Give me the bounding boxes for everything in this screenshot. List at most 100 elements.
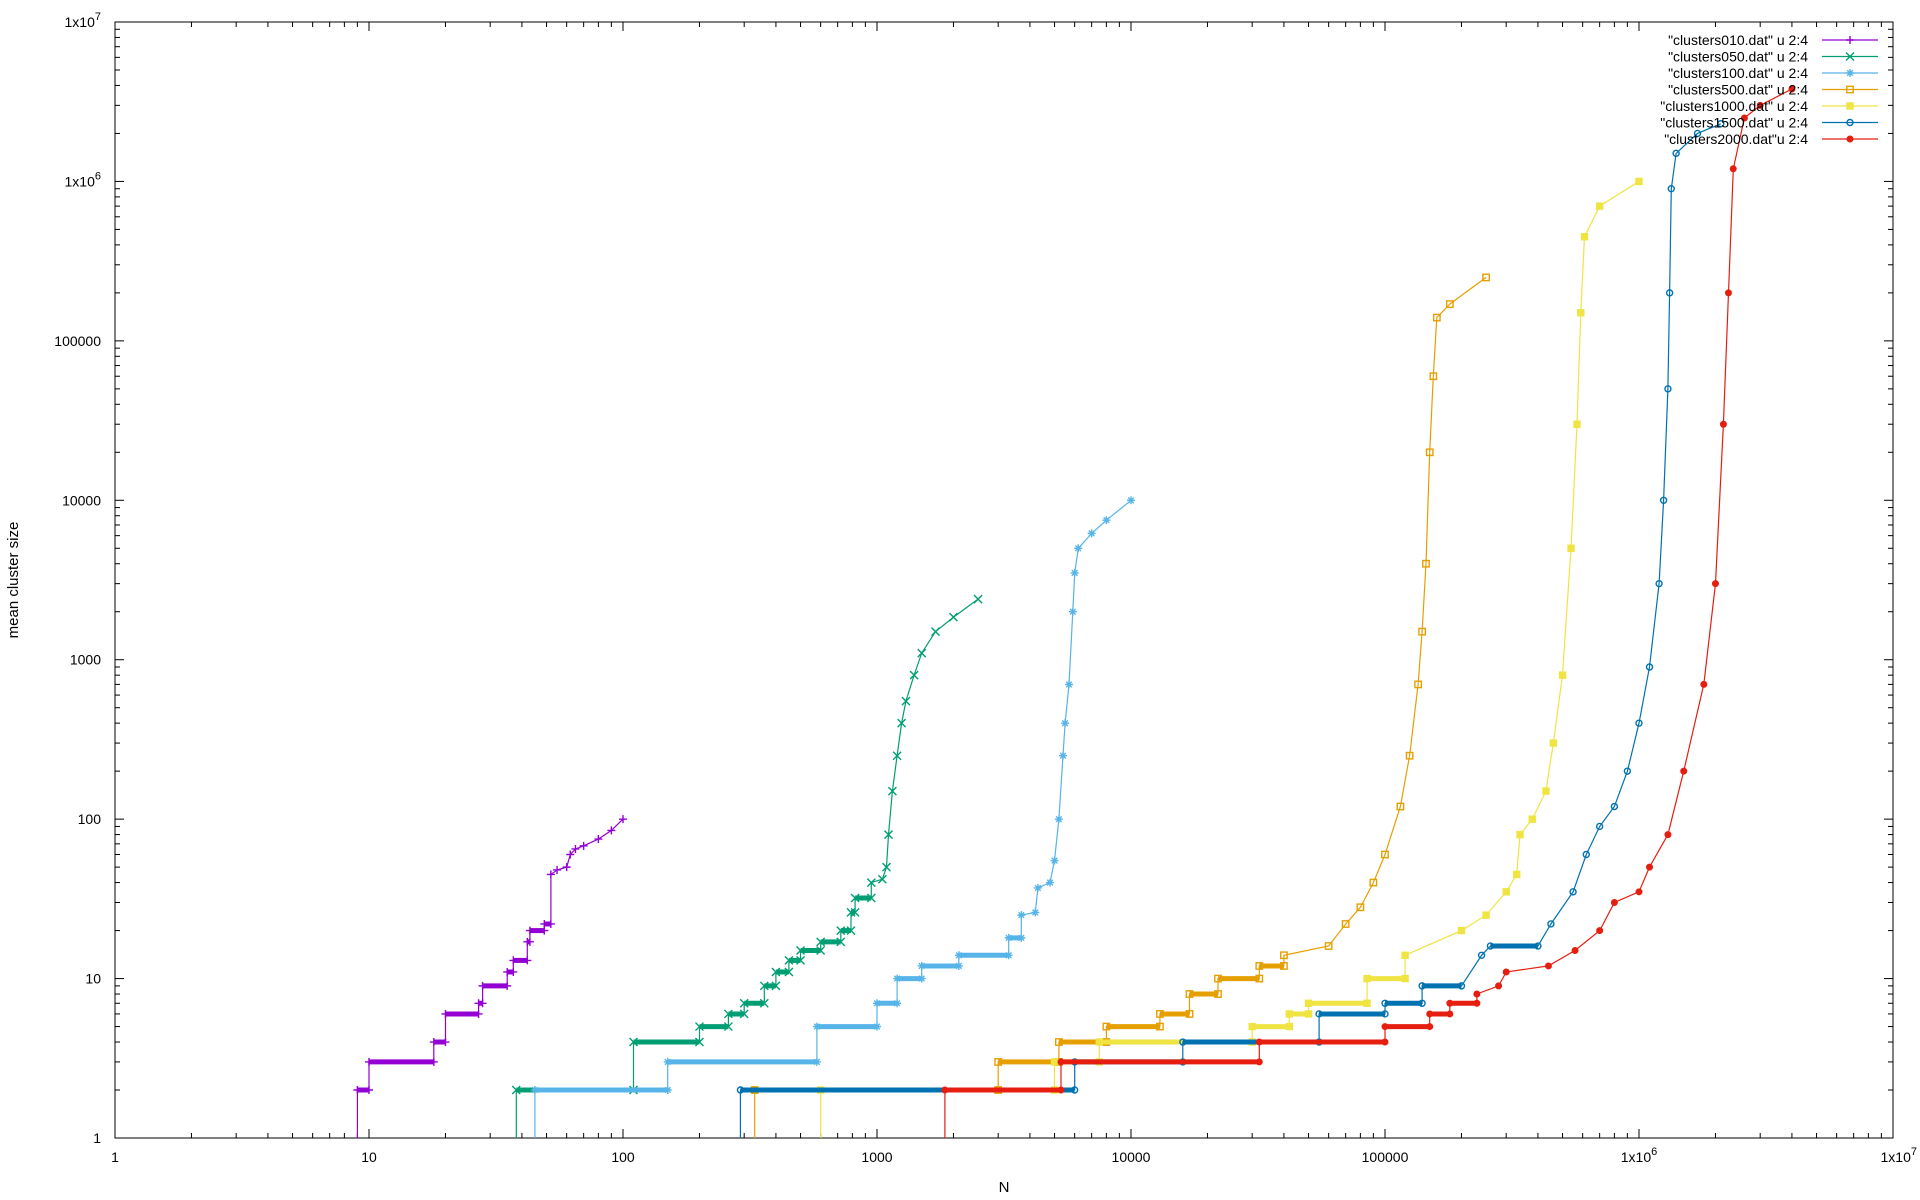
data-point [994, 1058, 1003, 1066]
data-point [1680, 767, 1688, 775]
data-point [873, 999, 881, 1008]
data-point [1057, 1058, 1065, 1066]
data-point [1414, 680, 1423, 689]
data-point [1341, 920, 1350, 928]
data-point [1426, 1010, 1434, 1018]
data-point [1516, 830, 1524, 839]
data-point [546, 870, 555, 879]
data-point [1513, 870, 1521, 879]
data-point [1457, 982, 1466, 990]
data-point [1285, 1022, 1294, 1031]
legend-marker [1846, 135, 1854, 143]
data-point [1473, 990, 1481, 998]
data-point [1534, 942, 1542, 950]
x-tick-label: 100000 [1362, 1149, 1409, 1165]
data-point [1664, 385, 1672, 393]
legend-entry-5: "clusters1500.dat" u 2:4 [1660, 115, 1878, 131]
data-point [1580, 233, 1589, 241]
series-line [820, 180, 1640, 1138]
legend-label: "clusters1000.dat" u 2:4 [1660, 98, 1808, 114]
series-layer [353, 85, 1796, 1138]
legend-entry-2: "clusters100.dat" u 2:4 [1668, 65, 1878, 81]
data-point [739, 998, 749, 1008]
data-point [1446, 1010, 1454, 1018]
x-tick-label: 10 [361, 1149, 377, 1165]
x-tick-label: 100 [611, 1149, 635, 1165]
y-tick-label: 1000 [70, 652, 101, 668]
data-point [1255, 962, 1264, 970]
data-point [759, 981, 769, 991]
legend-label: "clusters500.dat" u 2:4 [1668, 82, 1808, 98]
data-point [1004, 951, 1013, 960]
data-point [1788, 85, 1796, 93]
data-point [566, 850, 575, 859]
data-point [850, 893, 860, 903]
data-point [931, 627, 941, 637]
data-point [1255, 1058, 1263, 1066]
data-point [1528, 815, 1536, 823]
data-point [562, 863, 571, 872]
legend-marker [1846, 118, 1854, 127]
x-tick-label: 1x107 [1881, 1146, 1917, 1165]
data-point [1405, 751, 1414, 760]
data-point [887, 786, 897, 796]
data-point [771, 967, 781, 977]
data-point [884, 830, 894, 840]
data-point [1070, 1086, 1079, 1094]
data-point [812, 1022, 821, 1031]
data-point [1664, 831, 1672, 839]
data-point [546, 919, 555, 928]
legend-entry-1: "clusters050.dat" u 2:4 [1668, 49, 1878, 65]
legend-marker [1845, 52, 1855, 61]
data-point [1635, 888, 1643, 896]
data-point [812, 1057, 821, 1066]
data-point [1426, 1023, 1434, 1031]
y-tick-label: 10 [85, 971, 101, 987]
data-point [629, 1037, 639, 1047]
data-point [1571, 946, 1579, 954]
data-point [948, 612, 958, 622]
data-point [1059, 751, 1068, 760]
data-point [1477, 951, 1486, 959]
data-point [1127, 496, 1135, 505]
data-point [1418, 999, 1426, 1007]
data-point [1304, 999, 1313, 1007]
series-5 [736, 120, 1725, 1138]
data-point [1356, 903, 1365, 912]
legend-label: "clusters050.dat" u 2:4 [1668, 49, 1808, 65]
data-point [1700, 680, 1708, 688]
series-3 [750, 273, 1490, 1138]
data-point [873, 1022, 881, 1031]
data-point [1719, 420, 1727, 428]
plot-frame [114, 21, 1894, 1139]
data-point [846, 907, 856, 917]
data-point [1544, 962, 1552, 970]
data-point [1573, 420, 1581, 428]
y-tick-label: 1x106 [65, 170, 101, 189]
y-tick-label: 100000 [54, 333, 101, 349]
data-point [353, 1086, 362, 1095]
legend-label: "clusters1500.dat" u 2:4 [1660, 115, 1808, 131]
data-point [1363, 999, 1371, 1007]
series-4 [816, 177, 1643, 1138]
data-point [1667, 185, 1675, 193]
legend-marker [1846, 102, 1854, 110]
data-point [694, 1022, 704, 1032]
data-point [1087, 529, 1096, 538]
data-point [1473, 999, 1481, 1007]
data-point [1324, 942, 1333, 950]
series-0 [353, 815, 627, 1138]
legend-label: "clusters100.dat" u 2:4 [1668, 65, 1808, 81]
data-point [1418, 982, 1426, 990]
x-axis-label: N [999, 1179, 1010, 1196]
data-point [1031, 908, 1040, 917]
y-axis-label: mean cluster size [5, 522, 22, 639]
data-point [917, 648, 927, 658]
data-point [846, 926, 856, 936]
data-point [1102, 1022, 1111, 1031]
data-point [1717, 120, 1725, 128]
y-tick-label: 100 [78, 811, 102, 827]
data-point [1017, 933, 1026, 942]
data-point [796, 946, 806, 955]
data-point [1482, 273, 1490, 282]
